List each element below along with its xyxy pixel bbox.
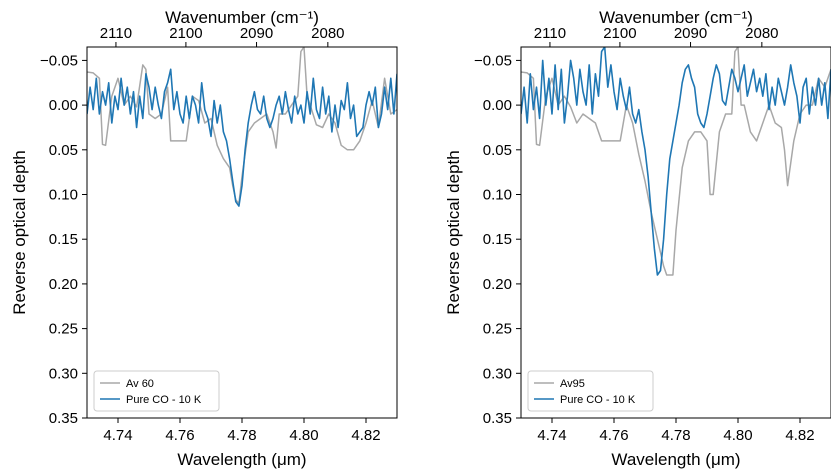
- top-tick-label: 2100: [603, 25, 636, 42]
- legend: Av95 Pure CO - 10 K: [527, 370, 654, 412]
- x-tick-label: 4.76: [165, 427, 194, 444]
- top-tick-label: 2090: [674, 25, 707, 42]
- x-tick-label: 4.80: [289, 427, 318, 444]
- y-axis-label: Reverse optical depth: [10, 150, 29, 314]
- y-tick-label: 0.30: [49, 365, 78, 382]
- x-tick-label: 4.78: [227, 427, 256, 444]
- y-tick-label: 0.00: [49, 97, 78, 114]
- legend-label: Pure CO - 10 K: [126, 394, 202, 406]
- legend: Av 60 Pure CO - 10 K: [93, 370, 220, 412]
- y-tick-label: 0.20: [49, 276, 78, 293]
- y-tick-label: −0.05: [474, 52, 512, 69]
- top-tick-label: 2110: [100, 25, 132, 42]
- legend-label: Av 60: [126, 378, 154, 390]
- y-tick-label: 0.30: [483, 365, 512, 382]
- y-axis-label: Reverse optical depth: [444, 150, 463, 314]
- top-axis-label: Wavenumber (cm⁻¹): [599, 8, 753, 27]
- y-tick-label: −0.05: [40, 52, 78, 69]
- legend-box: [527, 370, 654, 412]
- y-tick-label: 0.35: [49, 410, 78, 427]
- y-tick-label: 0.25: [483, 321, 512, 338]
- series-line-pure-co-10-k: [521, 47, 831, 276]
- y-tick-label: 0.35: [483, 410, 512, 427]
- x-tick-label: 4.74: [103, 427, 132, 444]
- top-tick-label: 2080: [311, 25, 344, 42]
- y-tick-label: 0.05: [483, 142, 512, 159]
- top-axis-label: Wavenumber (cm⁻¹): [165, 8, 319, 27]
- y-tick-label: 0.00: [483, 97, 512, 114]
- series-line-av95: [521, 47, 831, 276]
- top-tick-label: 2110: [534, 25, 566, 42]
- x-tick-label: 4.80: [723, 427, 752, 444]
- x-tick-label: 4.82: [351, 427, 380, 444]
- top-tick-label: 2090: [240, 25, 273, 42]
- x-tick-label: 4.76: [599, 427, 628, 444]
- series-line-pure-co-10-k: [87, 68, 397, 207]
- y-tick-label: 0.15: [483, 231, 512, 248]
- y-tick-label: 0.15: [49, 231, 78, 248]
- x-tick-label: 4.82: [785, 427, 814, 444]
- x-tick-label: 4.78: [661, 427, 690, 444]
- x-axis-label: Wavelength (μm): [177, 450, 306, 469]
- top-tick-label: 2080: [745, 25, 778, 42]
- legend-label: Pure CO - 10 K: [560, 394, 636, 406]
- x-axis-label: Wavelength (μm): [611, 450, 740, 469]
- y-tick-label: 0.10: [483, 187, 512, 204]
- y-tick-label: 0.05: [49, 142, 78, 159]
- series-line-av-60: [87, 47, 397, 205]
- y-tick-label: 0.10: [49, 187, 78, 204]
- chart-panel-1: 4.74 4.76 4.78 4.80 4.82 −0.05 0.00 0.05 0.10 0.1…: [10, 8, 398, 469]
- chart-panel-2: 4.74 4.76 4.78 4.80 4.82 −0.05 0.00 0.05 0.10 0.1…: [444, 8, 831, 469]
- y-tick-label: 0.25: [49, 321, 78, 338]
- legend-label: Av95: [560, 378, 585, 390]
- y-tick-label: 0.20: [483, 276, 512, 293]
- top-tick-label: 2100: [169, 25, 202, 42]
- legend-box: [93, 370, 220, 412]
- x-tick-label: 4.74: [537, 427, 566, 444]
